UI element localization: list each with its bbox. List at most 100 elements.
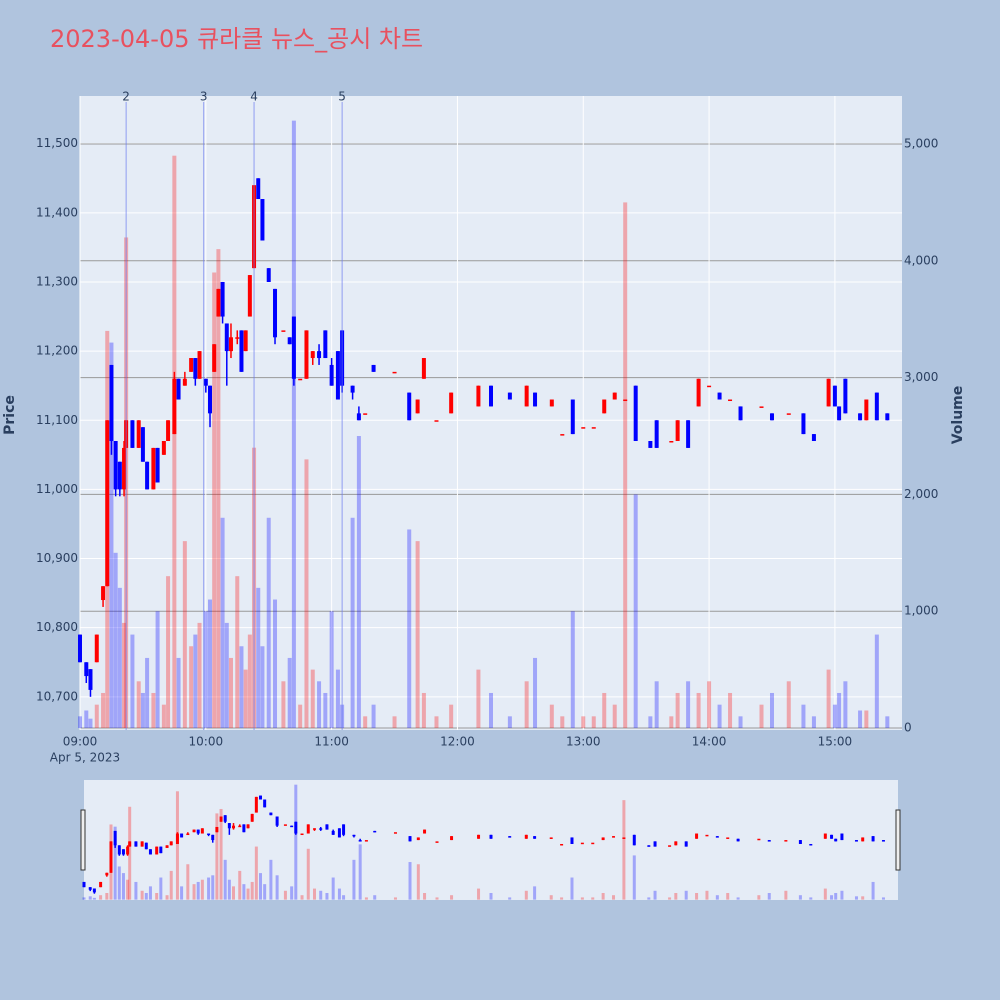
candle-body	[159, 846, 163, 854]
volume-bar	[312, 888, 316, 900]
volume-bar	[373, 895, 377, 900]
volume-bar	[78, 716, 82, 729]
volume-bar	[101, 692, 106, 729]
candle-body	[88, 887, 92, 890]
volume-bar	[304, 459, 309, 729]
range-slider[interactable]	[84, 780, 898, 900]
candle-body	[415, 399, 420, 414]
candle-body	[757, 838, 761, 841]
volume-bar	[169, 870, 173, 900]
volume-bar	[674, 892, 678, 900]
candle-body	[695, 833, 699, 839]
candle-body	[84, 662, 89, 677]
candle-body	[250, 813, 254, 822]
candle-body	[871, 836, 875, 842]
candle-body	[259, 795, 263, 800]
volume-bar	[784, 890, 788, 900]
volume-bar	[858, 710, 863, 729]
candle-body	[189, 358, 194, 372]
volume-bar	[612, 895, 616, 900]
candle-body	[203, 378, 208, 386]
candle-body	[128, 841, 132, 847]
volume-bar	[392, 716, 397, 729]
candle-body	[832, 385, 837, 407]
volume-bar	[415, 541, 420, 729]
volume-bar	[435, 897, 439, 900]
candle-body	[166, 420, 171, 442]
y-tick-label: 11,500	[36, 136, 78, 150]
volume-bar	[203, 611, 208, 729]
candle-body	[811, 434, 816, 442]
candle-body	[219, 816, 223, 822]
candle-body	[325, 824, 329, 830]
x-tick-label: 12:00	[440, 735, 475, 749]
candle-body	[864, 399, 869, 421]
candle-body	[155, 846, 159, 855]
volume-bar	[342, 895, 346, 900]
volume-bar	[266, 517, 271, 729]
volume-bar	[477, 888, 481, 900]
volume-bar	[263, 884, 267, 900]
plot-area	[80, 96, 902, 730]
candle-body	[304, 330, 309, 379]
volume-bar	[623, 202, 628, 729]
volume-bar	[196, 881, 200, 900]
candle-body	[186, 833, 190, 836]
volume-bar	[186, 864, 190, 900]
volume-bar	[317, 681, 322, 729]
candle-body	[421, 358, 426, 379]
volume-bar	[159, 877, 163, 900]
volume-bar	[533, 657, 538, 729]
candle-body	[612, 836, 616, 838]
volume-bar	[726, 892, 730, 900]
candle-body	[843, 378, 848, 414]
volume-bar	[834, 892, 838, 900]
slider-handle[interactable]	[80, 809, 86, 871]
candle-body	[291, 316, 296, 379]
candle-body	[352, 834, 356, 837]
candle-body	[759, 406, 764, 408]
candle-body	[266, 268, 271, 282]
candle-body	[686, 420, 691, 448]
volume-bar	[145, 657, 150, 729]
candle-body	[434, 420, 439, 422]
candle-body	[283, 824, 287, 826]
volume-bar	[247, 634, 252, 729]
volume-bar	[830, 895, 834, 900]
candle-body	[148, 849, 152, 855]
volume-bar	[165, 895, 169, 900]
volume-bar	[837, 692, 842, 729]
volume-bar	[235, 576, 240, 729]
volume-bar	[105, 892, 109, 900]
candle-body	[728, 399, 733, 402]
volume-bar	[823, 888, 827, 900]
candle-body	[298, 378, 303, 381]
volume-bar	[633, 494, 638, 729]
candle-body	[648, 441, 653, 448]
y-tick-label: 11,100	[36, 413, 78, 427]
candle-body	[653, 841, 657, 847]
volume-bar	[489, 692, 493, 729]
volume-bar	[450, 895, 454, 900]
volume-bar	[612, 704, 617, 729]
y2-tick-label: 3,000	[904, 370, 938, 384]
volume-bar	[180, 886, 184, 900]
volume-bar	[298, 704, 303, 729]
volume-bar	[182, 541, 187, 729]
slider-handle[interactable]	[895, 809, 901, 871]
candle-body	[287, 337, 292, 345]
volume-bar	[871, 881, 875, 900]
volume-bar	[684, 890, 688, 900]
candle-body	[581, 427, 586, 429]
candle-body	[192, 829, 196, 833]
candle-body	[232, 825, 236, 829]
candle-body	[88, 669, 93, 690]
candle-body	[570, 399, 575, 435]
volume-bar	[166, 576, 171, 729]
candle-body	[182, 378, 187, 386]
candle-body	[622, 837, 626, 839]
volume-bar	[232, 886, 236, 900]
volume-bar	[434, 716, 439, 729]
volume-bar	[757, 895, 761, 900]
candle-body	[145, 461, 150, 490]
